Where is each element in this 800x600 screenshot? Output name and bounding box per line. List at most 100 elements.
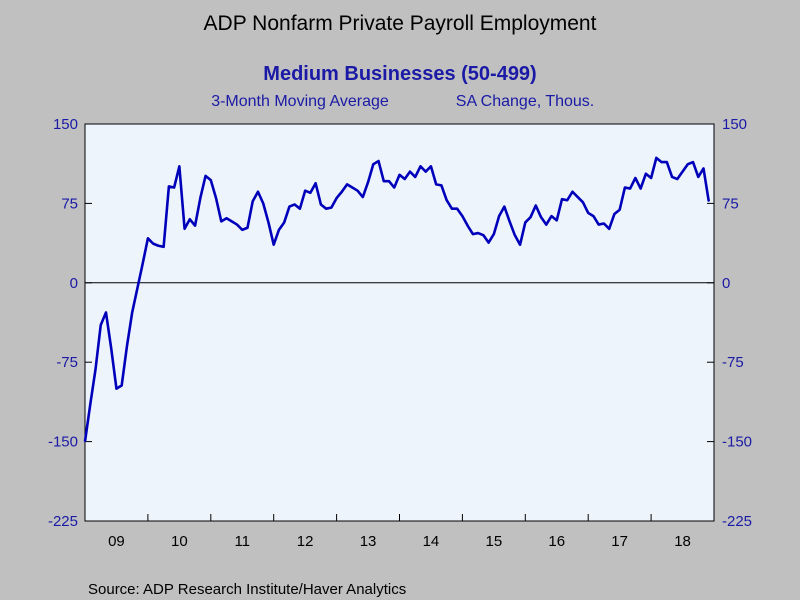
data-point <box>309 192 311 194</box>
y-tick-label-right: -75 <box>722 354 744 371</box>
data-point <box>105 311 107 314</box>
data-point <box>330 207 332 209</box>
data-point <box>346 183 348 185</box>
data-point <box>336 197 338 199</box>
data-point <box>702 167 705 170</box>
x-tick-label: 10 <box>171 533 188 550</box>
data-point <box>163 246 165 248</box>
x-tick-label: 11 <box>234 533 250 550</box>
data-point <box>294 203 296 206</box>
data-point <box>115 388 118 390</box>
data-point <box>556 219 558 221</box>
data-point <box>126 345 128 347</box>
data-point <box>687 163 689 165</box>
y-tick-label-left: -75 <box>56 354 78 371</box>
data-point <box>671 176 673 178</box>
data-point <box>598 223 600 226</box>
data-point <box>142 263 144 265</box>
data-point <box>362 196 364 198</box>
chart-title: ADP Nonfarm Private Payroll Employment <box>204 12 597 35</box>
x-tick-label: 09 <box>108 533 125 550</box>
data-point <box>488 241 490 244</box>
series-line-medium-businesses <box>83 156 711 442</box>
data-point <box>440 184 443 187</box>
data-point <box>204 175 207 177</box>
data-point <box>446 199 448 201</box>
data-point <box>377 160 380 162</box>
data-point <box>262 202 264 204</box>
data-point <box>100 324 102 326</box>
data-point <box>157 245 159 247</box>
data-point <box>131 311 133 314</box>
data-point <box>152 243 154 245</box>
x-tick-label: 15 <box>486 533 503 550</box>
data-point <box>414 176 416 178</box>
data-point <box>110 347 112 350</box>
data-point <box>571 191 574 193</box>
series-points <box>84 157 710 443</box>
y-axis-right: 150 75 0 -75 -150 -225 <box>707 116 752 530</box>
data-point <box>697 176 699 178</box>
data-point <box>603 222 605 225</box>
data-point <box>482 234 484 236</box>
data-point <box>529 216 532 218</box>
data-point <box>708 200 710 202</box>
data-point <box>629 187 631 190</box>
y-tick-label-left: 0 <box>70 275 78 292</box>
y-tick-label-right: 150 <box>722 116 747 133</box>
source-note: Source: ADP Research Institute/Haver Ana… <box>88 581 406 598</box>
data-point <box>619 209 621 211</box>
data-point <box>566 199 568 201</box>
data-point <box>435 183 437 185</box>
data-point <box>472 233 474 235</box>
data-point <box>561 198 563 200</box>
data-point <box>246 227 249 229</box>
data-point <box>89 403 91 406</box>
data-point <box>278 229 280 231</box>
y-tick-label-left: 75 <box>61 195 78 212</box>
data-point <box>655 157 657 159</box>
data-point <box>666 161 668 163</box>
data-point <box>199 197 201 199</box>
data-point <box>540 216 542 218</box>
data-point <box>503 205 505 208</box>
data-point <box>409 171 411 173</box>
data-point <box>404 178 406 180</box>
data-point <box>267 221 270 224</box>
data-point <box>645 173 647 175</box>
data-point <box>241 229 243 231</box>
x-tick-label: 16 <box>548 533 565 550</box>
y-tick-label-right: 0 <box>722 275 730 292</box>
data-point <box>178 165 180 167</box>
data-point <box>147 237 149 239</box>
data-point <box>84 441 86 443</box>
data-point <box>189 218 191 220</box>
data-point <box>210 179 212 181</box>
data-point <box>587 212 589 214</box>
data-point <box>498 215 500 217</box>
data-point <box>650 177 652 179</box>
data-point <box>582 201 584 203</box>
data-point <box>393 186 395 189</box>
data-point <box>524 221 526 224</box>
data-point <box>692 161 694 163</box>
data-point <box>315 182 317 184</box>
y-tick-label-right: -150 <box>722 434 752 451</box>
data-point <box>341 191 343 193</box>
data-point <box>577 196 579 198</box>
data-point <box>451 208 453 210</box>
data-point <box>257 191 259 193</box>
plot-area <box>84 123 715 522</box>
data-point <box>493 233 495 235</box>
data-point <box>461 215 463 217</box>
data-point <box>592 215 595 217</box>
data-point <box>430 165 432 167</box>
data-point <box>398 174 401 176</box>
data-point <box>613 213 616 215</box>
chart-subtitle: Medium Businesses (50-499) <box>263 63 536 85</box>
subtitle-left: 3-Month Moving Average <box>211 93 389 110</box>
data-point <box>634 177 636 179</box>
subtitle-right: SA Change, Thous. <box>456 93 594 110</box>
y-tick-label-right: -225 <box>722 513 752 530</box>
